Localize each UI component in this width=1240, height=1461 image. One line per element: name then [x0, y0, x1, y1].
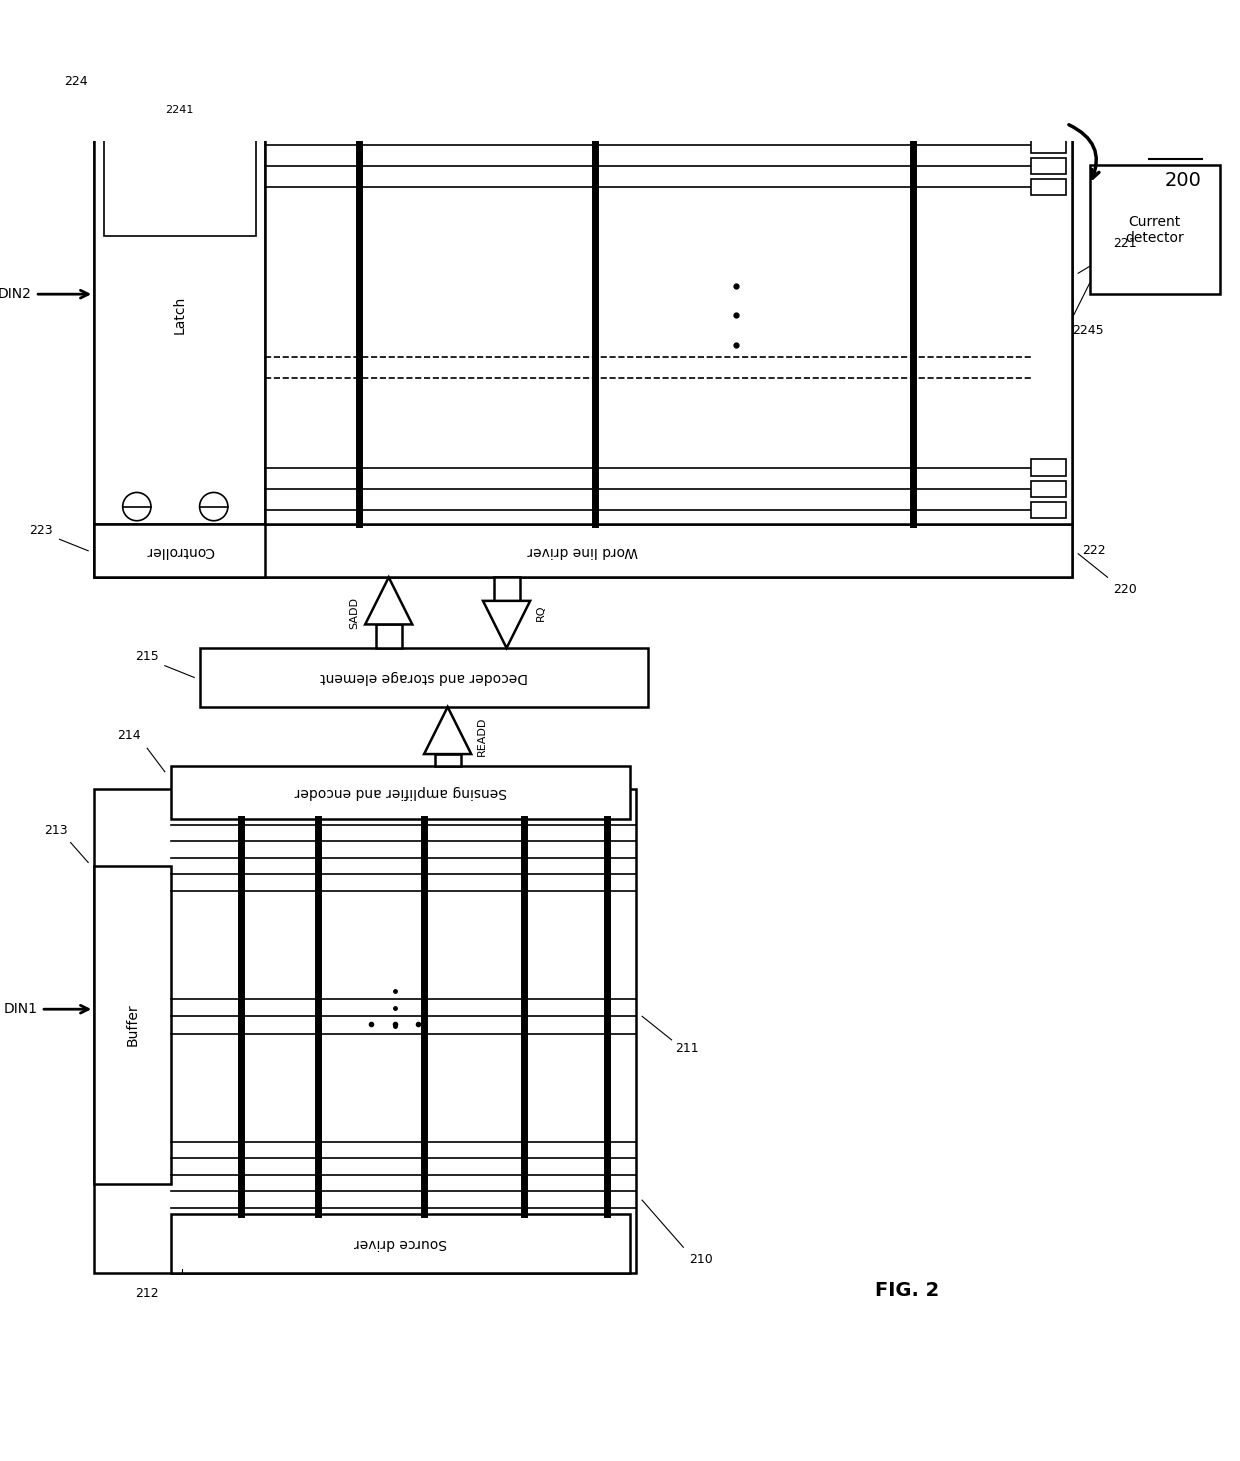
Text: 211: 211	[675, 1042, 698, 1055]
Text: 215: 215	[135, 650, 159, 663]
Text: 200: 200	[1166, 171, 1202, 190]
Text: Current
detector: Current detector	[1126, 215, 1184, 245]
Bar	[94, 524, 1073, 577]
Bar	[435, 754, 460, 766]
Bar	[1030, 180, 1066, 196]
Bar	[1030, 158, 1066, 174]
Bar	[1030, 115, 1066, 131]
Polygon shape	[484, 600, 531, 649]
Polygon shape	[424, 707, 471, 754]
Text: 213: 213	[45, 824, 68, 837]
Text: 210: 210	[689, 1254, 713, 1267]
Text: Word line driver: Word line driver	[528, 543, 639, 558]
Text: 2241: 2241	[165, 105, 193, 115]
Bar	[103, 130, 255, 235]
Text: FIG. 2: FIG. 2	[875, 1281, 940, 1300]
Text: Source driver: Source driver	[353, 1236, 446, 1251]
Text: Controller: Controller	[145, 543, 213, 558]
Bar	[94, 866, 171, 1185]
Text: 2245: 2245	[1073, 324, 1104, 337]
Text: 212: 212	[135, 1287, 159, 1300]
Text: 220: 220	[1114, 583, 1137, 596]
Text: 214: 214	[118, 729, 141, 742]
Bar	[200, 649, 649, 707]
Bar	[265, 105, 1073, 524]
Text: Buffer: Buffer	[125, 1004, 139, 1046]
Text: READD: READD	[477, 717, 487, 757]
Bar	[376, 624, 402, 649]
Text: 223: 223	[30, 523, 53, 536]
Bar	[94, 105, 265, 524]
Text: 221: 221	[1114, 237, 1137, 250]
Bar	[1030, 136, 1066, 153]
Bar	[94, 789, 636, 1273]
Text: Sensing amplifier and encoder: Sensing amplifier and encoder	[294, 786, 507, 799]
Bar	[1030, 503, 1066, 519]
Text: SADD: SADD	[350, 596, 360, 628]
Text: DIN2: DIN2	[0, 288, 32, 301]
Polygon shape	[365, 577, 412, 624]
Bar	[171, 1214, 630, 1273]
Text: Latch: Latch	[172, 297, 186, 335]
Bar	[171, 766, 630, 818]
Text: DIN1: DIN1	[4, 1002, 37, 1017]
Bar	[1030, 459, 1066, 476]
Bar	[1090, 165, 1220, 295]
Bar	[94, 524, 265, 577]
Text: RQ: RQ	[536, 605, 546, 621]
Text: Decoder and storage element: Decoder and storage element	[320, 671, 528, 684]
Bar	[494, 577, 520, 600]
Text: 224: 224	[64, 75, 88, 88]
Text: 222: 222	[1081, 545, 1105, 557]
Bar	[94, 105, 1073, 577]
Bar	[1030, 481, 1066, 497]
